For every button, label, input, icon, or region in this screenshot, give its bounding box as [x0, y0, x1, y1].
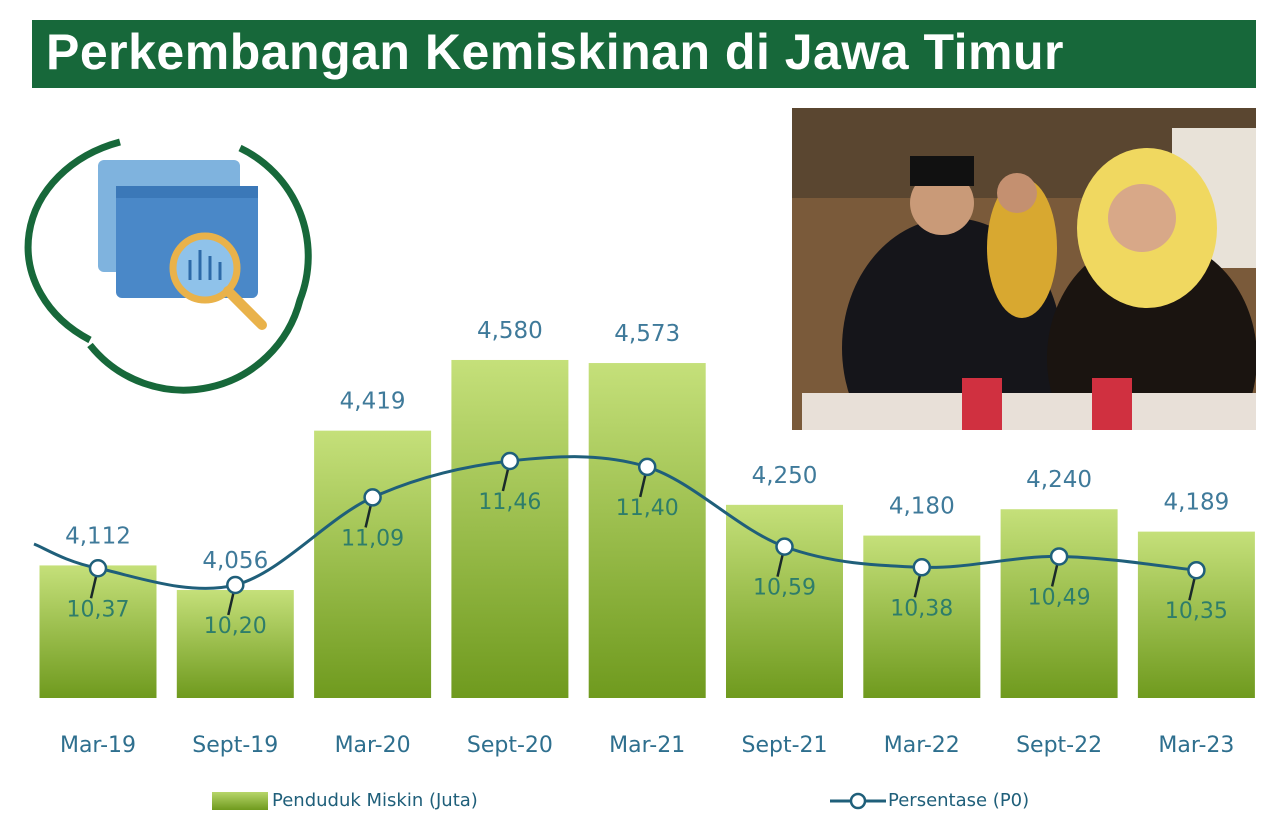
- bar-value-label: 4,180: [889, 494, 955, 520]
- percentage-label: 10,37: [67, 597, 130, 622]
- percentage-label: 10,59: [753, 576, 816, 601]
- percentage-label: 10,38: [890, 596, 953, 621]
- chart-title: Perkembangan Kemiskinan di Jawa Timur: [46, 24, 1064, 80]
- percentage-point: [1049, 547, 1069, 566]
- x-tick-label: Mar-23: [1158, 733, 1234, 758]
- bar-value-label: 4,189: [1163, 490, 1229, 516]
- percentage-point: [226, 575, 245, 595]
- legend-line-label: Persentase (P0): [888, 790, 1030, 811]
- x-tick-label: Mar-20: [335, 733, 411, 758]
- percentage-point: [775, 537, 794, 556]
- bar: [176, 590, 294, 698]
- bar: [726, 504, 843, 698]
- chart-magnifier-icon: [24, 138, 312, 394]
- bar: [451, 359, 569, 698]
- bar: [39, 565, 157, 698]
- bar-value-label: 4,573: [614, 321, 680, 347]
- bar-value-label: 4,056: [202, 548, 268, 574]
- percentage-point: [912, 558, 932, 577]
- x-tick-label: Sept-19: [192, 733, 278, 758]
- percentage-point: [637, 457, 657, 477]
- percentage-label: 10,35: [1165, 599, 1228, 624]
- bar: [314, 430, 432, 698]
- legend-bar: Penduduk Miskin (Juta): [212, 790, 478, 811]
- x-tick-label: Mar-21: [609, 733, 685, 758]
- x-tick-label: Mar-19: [60, 733, 136, 758]
- percentage-label: 10,20: [204, 614, 267, 639]
- percentage-line: [33, 455, 1197, 590]
- legend-line: Persentase (P0): [828, 790, 1029, 811]
- percentage-label: 11,09: [341, 526, 404, 551]
- legend-bar-label: Penduduk Miskin (Juta): [272, 790, 478, 811]
- x-tick-label: Sept-20: [467, 733, 553, 758]
- x-tick-label: Mar-22: [884, 733, 960, 758]
- bar-value-label: 4,112: [65, 523, 131, 549]
- bar: [1000, 509, 1118, 698]
- officials-photo: [792, 108, 1256, 430]
- bar: [1137, 531, 1255, 698]
- legend-line-marker-icon: [830, 792, 886, 809]
- legend-bar-swatch: [212, 791, 268, 810]
- bar-value-label: 4,250: [752, 463, 818, 489]
- percentage-point: [500, 451, 520, 471]
- percentage-point: [88, 559, 108, 578]
- bar-value-label: 4,580: [477, 318, 543, 344]
- bar-value-label: 4,419: [340, 389, 406, 415]
- x-tick-label: Sept-21: [741, 733, 827, 758]
- percentage-point: [1187, 560, 1206, 580]
- bar-value-label: 4,240: [1026, 467, 1092, 493]
- percentage-point: [363, 488, 382, 507]
- title-banner: Perkembangan Kemiskinan di Jawa Timur: [32, 20, 1256, 88]
- x-tick-label: Sept-22: [1016, 733, 1102, 758]
- percentage-label: 11,40: [616, 496, 679, 521]
- percentage-label: 11,46: [478, 490, 541, 515]
- bar: [588, 363, 706, 698]
- percentage-label: 10,49: [1028, 585, 1091, 610]
